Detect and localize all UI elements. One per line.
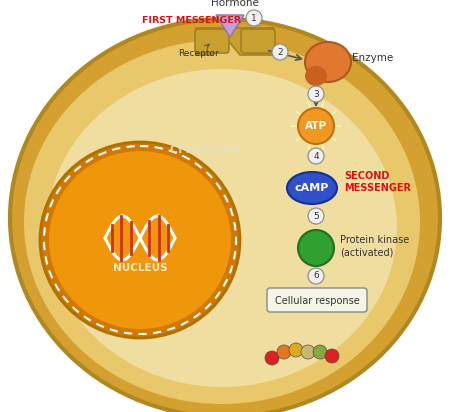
Text: 1: 1 xyxy=(251,14,257,23)
Ellipse shape xyxy=(47,69,397,387)
Text: CYTOPLASM: CYTOPLASM xyxy=(169,145,241,155)
Text: Cellular response: Cellular response xyxy=(274,296,359,306)
Text: ATP: ATP xyxy=(305,121,327,131)
Text: 5: 5 xyxy=(313,211,319,220)
Text: 6: 6 xyxy=(313,272,319,281)
Ellipse shape xyxy=(49,151,231,329)
Text: NUCLEUS: NUCLEUS xyxy=(113,263,167,273)
Circle shape xyxy=(246,10,262,26)
Ellipse shape xyxy=(40,142,240,338)
Circle shape xyxy=(289,343,303,357)
Text: Protein kinase
(activated): Protein kinase (activated) xyxy=(340,235,409,257)
Circle shape xyxy=(308,148,324,164)
Circle shape xyxy=(298,108,334,144)
Text: 4: 4 xyxy=(313,152,319,161)
Ellipse shape xyxy=(305,42,351,82)
FancyBboxPatch shape xyxy=(241,29,275,53)
Circle shape xyxy=(308,86,324,102)
Ellipse shape xyxy=(10,19,440,412)
Text: Hormone: Hormone xyxy=(211,0,259,8)
Text: Enzyme: Enzyme xyxy=(352,53,393,63)
Circle shape xyxy=(308,268,324,284)
Circle shape xyxy=(325,349,339,363)
Circle shape xyxy=(298,230,334,266)
Ellipse shape xyxy=(24,40,420,404)
Circle shape xyxy=(272,44,288,60)
Text: Receptor: Receptor xyxy=(178,44,219,58)
Circle shape xyxy=(265,351,279,365)
Polygon shape xyxy=(216,15,244,37)
Ellipse shape xyxy=(305,66,327,86)
Text: FIRST MESSENGER: FIRST MESSENGER xyxy=(143,16,242,24)
Circle shape xyxy=(308,208,324,224)
Circle shape xyxy=(277,345,291,359)
Text: cAMP: cAMP xyxy=(295,183,329,193)
Circle shape xyxy=(301,345,315,359)
Text: SECOND
MESSENGER: SECOND MESSENGER xyxy=(344,171,411,193)
FancyBboxPatch shape xyxy=(267,288,367,312)
Polygon shape xyxy=(196,28,274,55)
Text: 2: 2 xyxy=(277,47,283,56)
Ellipse shape xyxy=(287,172,337,204)
Circle shape xyxy=(313,345,327,359)
FancyBboxPatch shape xyxy=(195,29,229,53)
Text: 3: 3 xyxy=(313,89,319,98)
